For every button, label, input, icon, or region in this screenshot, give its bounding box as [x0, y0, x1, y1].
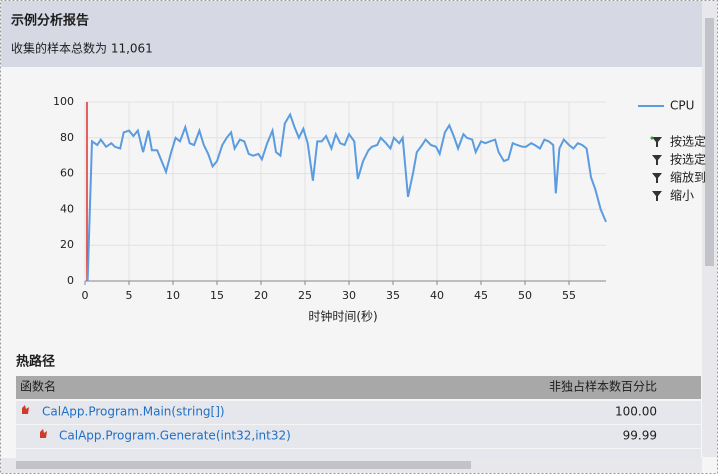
y-tick-label: 100: [53, 95, 74, 108]
y-tick-label: 60: [60, 167, 74, 180]
y-tick-label: 0: [67, 274, 74, 287]
x-tick-label: 15: [210, 289, 224, 302]
table-row[interactable]: [16, 425, 701, 448]
filter-badge: [650, 136, 654, 140]
filter-icon: [652, 155, 662, 165]
plot-area: [85, 102, 606, 281]
x-tick-label: 55: [562, 289, 576, 302]
table-row[interactable]: [16, 401, 701, 424]
filter-link[interactable]: 按选定: [670, 152, 706, 167]
function-name[interactable]: CalApp.Program.Main(string[]): [42, 405, 225, 419]
report-title: 示例分析报告: [11, 13, 89, 29]
y-tick-label: 40: [60, 202, 74, 215]
x-tick-label: 10: [166, 289, 180, 302]
x-tick-label: 40: [430, 289, 444, 302]
hot-icon: [40, 429, 47, 438]
filter-icon: [652, 137, 662, 147]
filter-link[interactable]: 缩放到: [670, 170, 706, 185]
column-header: 非独占样本数百分比: [549, 379, 657, 394]
x-tick-label: 50: [518, 289, 532, 302]
x-tick-label: 45: [474, 289, 488, 302]
x-axis-label: 时钟时间(秒): [308, 309, 377, 324]
cpu-line: [86, 112, 607, 282]
x-tick-label: 0: [82, 289, 89, 302]
x-tick-label: 35: [386, 289, 400, 302]
hot-path-title: 热路径: [16, 354, 55, 370]
scroll-thumb[interactable]: [16, 461, 471, 469]
filter-icon: [652, 191, 662, 201]
filter-link[interactable]: 按选定: [670, 134, 706, 149]
sample-summary: 收集的样本总数为 11,061: [11, 41, 153, 56]
table-header: [16, 376, 701, 399]
x-tick-label: 20: [254, 289, 268, 302]
y-tick-label: 20: [60, 238, 74, 251]
header-band: [1, 1, 702, 67]
filter-link[interactable]: 缩小: [670, 188, 694, 203]
table-row: [16, 449, 701, 458]
x-tick-label: 30: [342, 289, 356, 302]
hot-icon: [22, 405, 29, 414]
column-header: 函数名: [20, 379, 56, 394]
inclusive-percent: 100.00: [615, 405, 657, 419]
scroll-thumb[interactable]: [705, 18, 714, 266]
x-tick-label: 5: [126, 289, 133, 302]
y-tick-label: 80: [60, 131, 74, 144]
legend-label: CPU: [670, 99, 694, 113]
inclusive-percent: 99.99: [623, 429, 657, 443]
filter-icon: [652, 173, 662, 183]
function-name[interactable]: CalApp.Program.Generate(int32,int32): [59, 429, 291, 443]
x-tick-label: 25: [298, 289, 312, 302]
